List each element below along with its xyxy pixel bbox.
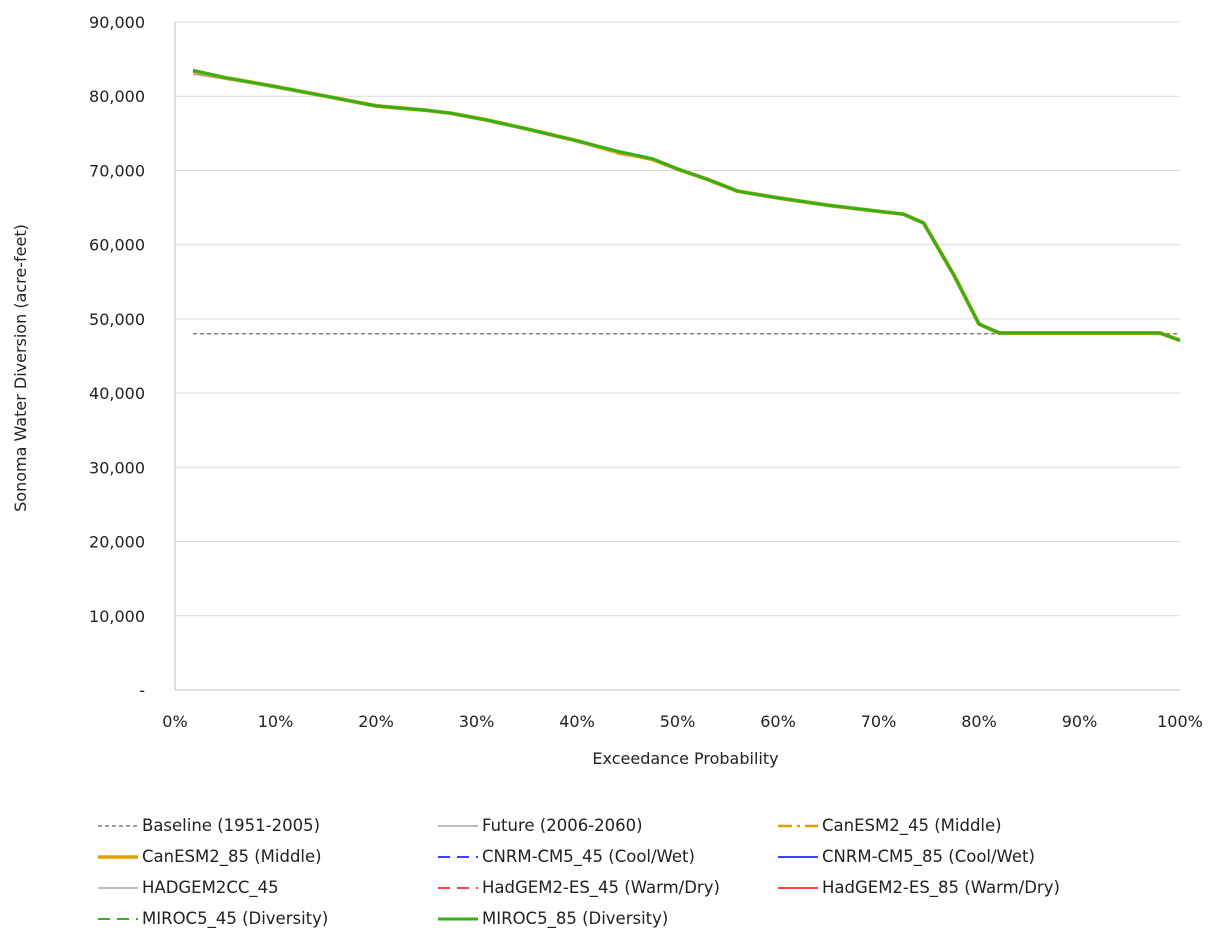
y-tick-label: 20,000 [89,533,145,552]
legend-label: CanESM2_85 (Middle) [142,847,322,866]
x-tick-label: 90% [1062,712,1098,731]
legend-row: HADGEM2CC_45 HadGEM2-ES_45 (Warm/Dry) HadG… [96,872,1196,903]
x-tick-label: 60% [760,712,796,731]
x-tick-label: 80% [961,712,997,731]
series-line-2 [192,70,1181,342]
legend-label: Baseline (1951-2005) [142,816,321,835]
x-tick-label: 0% [162,712,187,731]
legend-item: CanESM2_85 (Middle) [96,847,436,866]
y-tick-label: 50,000 [89,310,145,329]
y-tick-label: 70,000 [89,161,145,180]
series-line-5 [192,70,1181,342]
series-line-1 [192,73,1181,342]
x-tick-label: 20% [358,712,394,731]
y-tick-label: 30,000 [89,458,145,477]
legend-swatch [98,917,138,920]
x-axis-title: Exceedance Probability [592,749,778,768]
legend-item: MIROC5_85 (Diversity) [436,909,776,928]
series-line-4 [192,70,1181,342]
legend-label: CNRM-CM5_45 (Cool/Wet) [482,847,695,866]
y-tick-label: 10,000 [89,607,145,626]
legend-row: Baseline (1951-2005) Future (2006-2060) Ca… [96,810,1196,841]
x-tick-label: 30% [459,712,495,731]
legend-swatch [438,917,478,920]
legend-swatch [438,886,478,889]
y-tick-label: 80,000 [89,87,145,106]
legend-item: MIROC5_45 (Diversity) [96,909,436,928]
y-axis-title: Sonoma Water Diversion (acre-feet) [11,224,30,512]
legend-swatch [98,854,138,859]
legend-label: MIROC5_85 (Diversity) [482,909,669,928]
legend-item: HadGEM2-ES_85 (Warm/Dry) [776,878,1176,897]
legend-item: Future (2006-2060) [436,816,776,835]
series-line-8 [192,70,1181,342]
legend-label: HadGEM2-ES_85 (Warm/Dry) [822,878,1060,897]
y-tick-label: 90,000 [89,13,145,32]
legend-label: CNRM-CM5_85 (Cool/Wet) [822,847,1035,866]
legend-row: MIROC5_45 (Diversity) MIROC5_85 (Diversit… [96,903,1196,934]
legend-swatch [438,855,478,858]
y-tick-label: - [139,681,145,700]
x-tick-label: 70% [861,712,897,731]
series-line-6 [192,70,1181,342]
legend-item: CanESM2_45 (Middle) [776,816,1176,835]
legend-label: Future (2006-2060) [482,816,643,835]
legend-swatch [98,824,138,827]
y-tick-label: 60,000 [89,236,145,255]
legend-item: HadGEM2-ES_45 (Warm/Dry) [436,878,776,897]
series-line-3 [192,69,1181,343]
legend-item: HADGEM2CC_45 [96,878,436,897]
legend-swatch [438,824,478,827]
legend-item: CNRM-CM5_45 (Cool/Wet) [436,847,776,866]
series-line-7 [192,70,1181,342]
x-tick-label: 40% [559,712,595,731]
x-tick-label: 50% [660,712,696,731]
x-tick-label: 100% [1157,712,1203,731]
legend-item: Baseline (1951-2005) [96,816,436,835]
x-tick-label: 10% [258,712,294,731]
line-chart: - 10,000 20,000 30,000 40,000 50,000 60,000 70,… [11,13,1203,768]
legend-label: HadGEM2-ES_45 (Warm/Dry) [482,878,720,897]
chart-legend: Baseline (1951-2005) Future (2006-2060) Ca… [96,810,1196,934]
series-line-9 [192,70,1181,342]
legend-label: HADGEM2CC_45 [142,878,279,897]
y-tick-label: 40,000 [89,384,145,403]
legend-swatch [778,824,818,827]
legend-swatch [778,886,818,889]
legend-row: CanESM2_85 (Middle) CNRM-CM5_45 (Cool/Wet… [96,841,1196,872]
legend-swatch [98,886,138,889]
legend-label: CanESM2_45 (Middle) [822,816,1002,835]
series-line-10 [192,68,1181,342]
legend-swatch [778,855,818,858]
legend-item: CNRM-CM5_85 (Cool/Wet) [776,847,1176,866]
legend-label: MIROC5_45 (Diversity) [142,909,329,928]
